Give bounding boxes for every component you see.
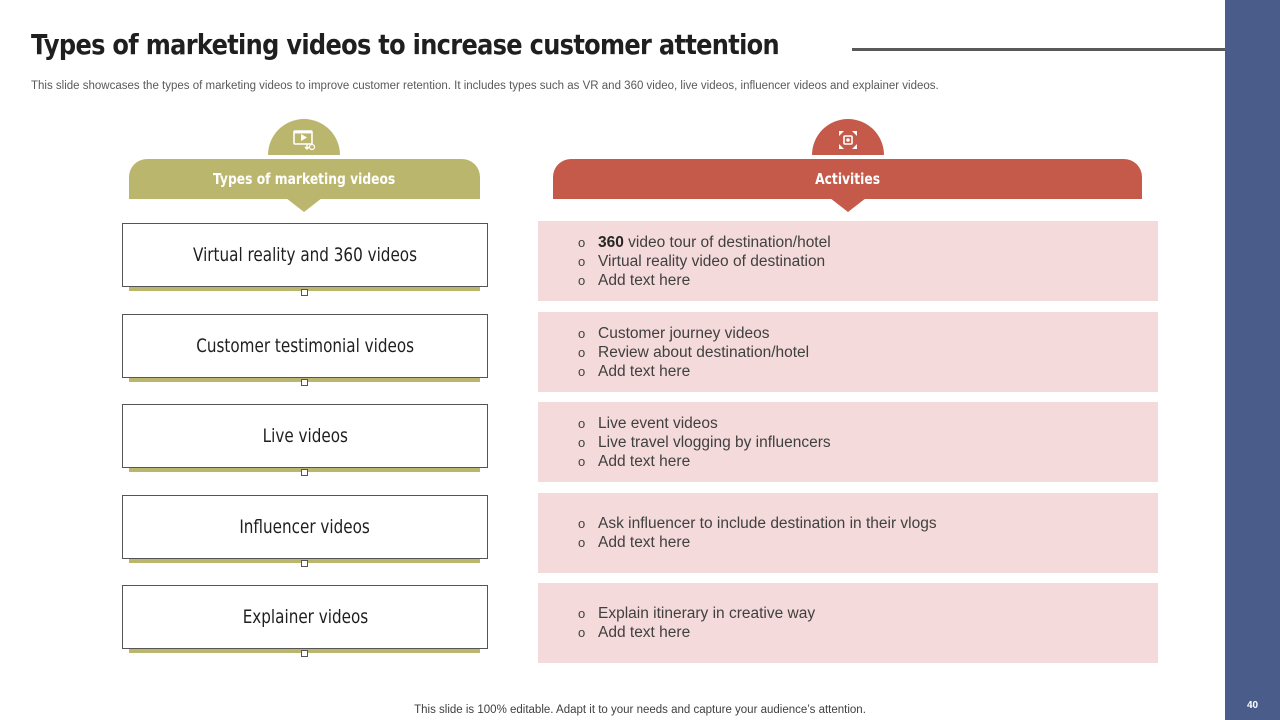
activities-header-arrow (830, 198, 866, 212)
list-item: o Live travel vlogging by influencers (578, 433, 831, 451)
type-box-influencer: Influencer videos (122, 495, 488, 559)
list-item: o Add text here (578, 624, 691, 641)
list-item: o Add text here (578, 452, 691, 470)
footer-note: This slide is 100% editable. Adapt it to… (414, 704, 866, 716)
page-number: 40 (1246, 700, 1259, 711)
list-item: o Review about destination/hotel (578, 343, 810, 361)
vr-expand-icon (812, 119, 884, 155)
list-item: o Add text here (578, 271, 691, 289)
types-header: Types of marketing videos (129, 159, 480, 199)
list-item: o Live event videos (578, 414, 718, 432)
type-box-live: Live videos (122, 404, 488, 468)
video-play-icon (268, 119, 340, 155)
page-title: Types of marketing videos to increase cu… (31, 28, 780, 61)
list-item: o Ask influencer to include destination i… (578, 515, 937, 532)
activities-box-testimonial: o Customer journey videos o Review about d… (538, 312, 1158, 392)
type-box-explainer: Explainer videos (122, 585, 488, 649)
list-item: o Customer journey videos (578, 324, 770, 342)
list-item: o Add text here (578, 534, 691, 551)
list-item: o Explain itinerary in creative way (578, 605, 816, 622)
connector-handle (301, 560, 308, 567)
type-box-testimonial: Customer testimonial videos (122, 314, 488, 378)
activities-box-influencer: o Ask influencer to include destination i… (538, 493, 1158, 573)
connector-handle (301, 469, 308, 476)
activities-header: Activities (553, 159, 1142, 199)
sidebar-accent (1225, 0, 1280, 720)
activities-box-explainer: o Explain itinerary in creative way o Add … (538, 583, 1158, 663)
list-item: o 360 video tour of destination/hotel (578, 233, 831, 251)
activities-box-vr-360: o 360 video tour of destination/hotel o Vi… (538, 221, 1158, 301)
connector-handle (301, 650, 308, 657)
page-subtitle: This slide showcases the types of market… (31, 80, 939, 92)
type-box-vr-360: Virtual reality and 360 videos (122, 223, 488, 287)
list-item: o Add text here (578, 362, 691, 380)
title-divider (852, 48, 1225, 51)
connector-handle (301, 379, 308, 386)
list-item: o Virtual reality video of destination (578, 252, 826, 270)
activities-box-live: o Live event videos o Live travel vlogging… (538, 402, 1158, 482)
connector-handle (301, 289, 308, 296)
types-header-arrow (286, 198, 322, 212)
